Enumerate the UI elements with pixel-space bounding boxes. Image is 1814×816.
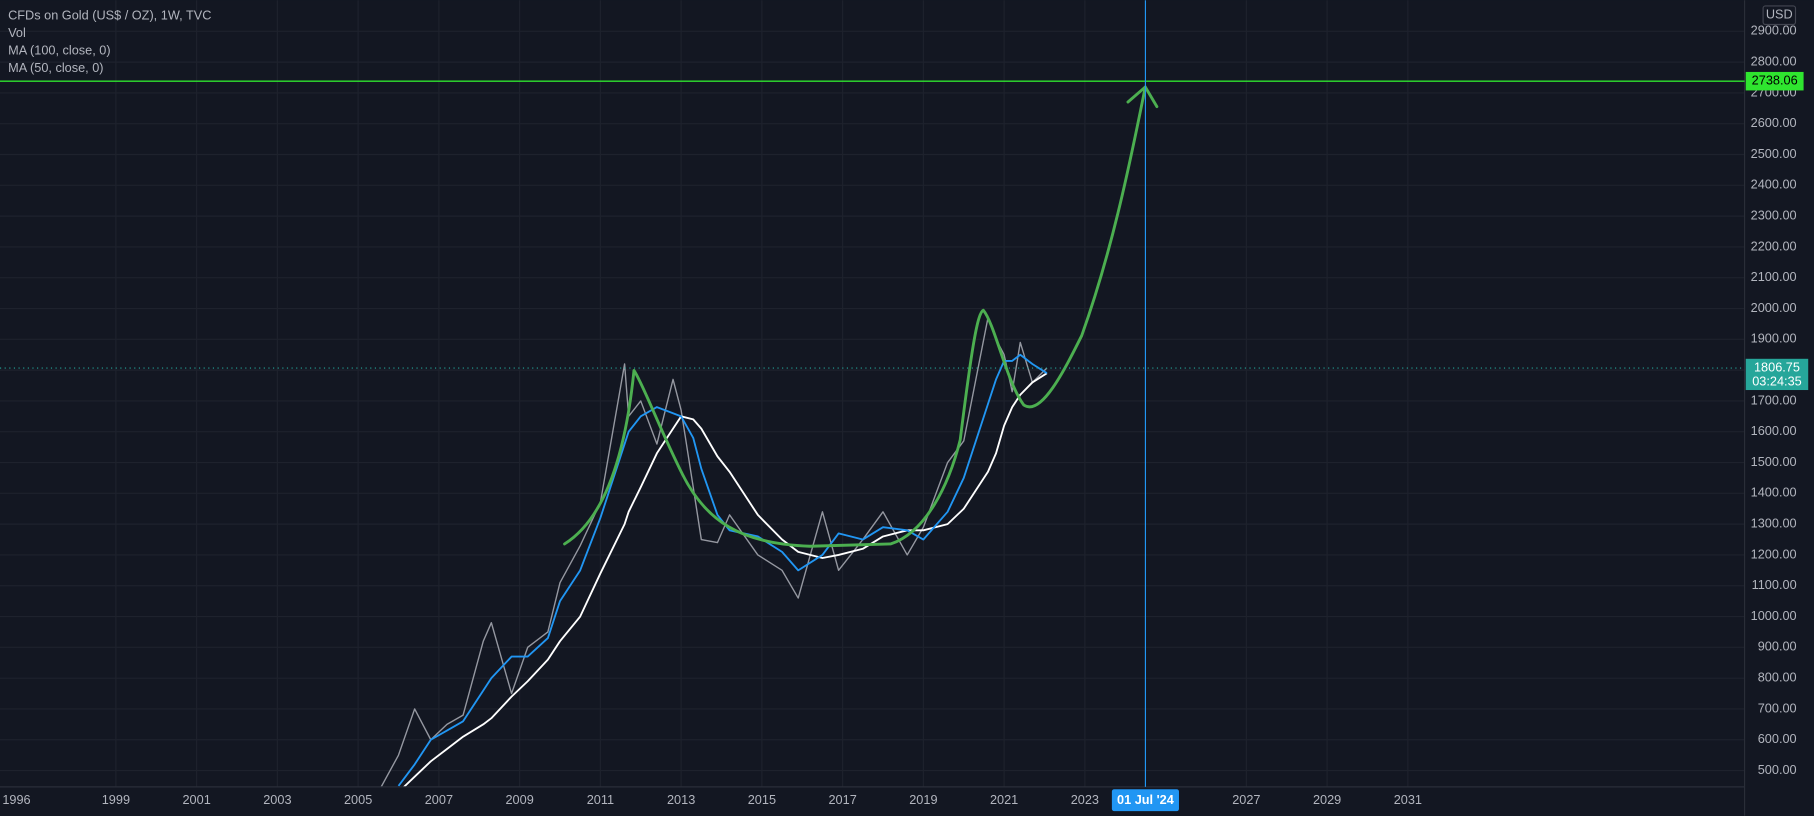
x-tick-label: 1999 xyxy=(102,792,130,807)
y-tick-label: 1100.00 xyxy=(1752,577,1797,592)
y-tick-label: 2300.00 xyxy=(1751,207,1797,222)
last-price-label: 1806.75 xyxy=(1754,359,1800,374)
x-tick-label: 2031 xyxy=(1394,792,1422,807)
crosshair-label: 01 Jul '24 xyxy=(1117,792,1174,807)
y-tick-label: 500.00 xyxy=(1758,762,1797,777)
x-tick-label: 2023 xyxy=(1071,792,1099,807)
x-tick-label: 2013 xyxy=(667,792,695,807)
target-label: 2738.06 xyxy=(1752,73,1798,88)
y-tick-label: 600.00 xyxy=(1758,731,1797,746)
target-box xyxy=(1745,71,1804,91)
y-tick-label: 2100.00 xyxy=(1751,269,1797,284)
y-tick-label: 1400.00 xyxy=(1751,485,1797,500)
y-tick-label: 900.00 xyxy=(1758,639,1797,654)
vol-label: Vol xyxy=(8,25,26,40)
x-tick-label: 2007 xyxy=(425,792,453,807)
plot-area xyxy=(380,317,1048,787)
y-tick-label: 1600.00 xyxy=(1751,423,1797,438)
chart-title: CFDs on Gold (US$ / OZ), 1W, TVC xyxy=(8,8,211,23)
x-tick-label: 2027 xyxy=(1232,792,1260,807)
unit-label: USD xyxy=(1766,7,1793,22)
grid xyxy=(0,0,1745,787)
y-tick-label: 2600.00 xyxy=(1751,115,1797,130)
y-tick-label: 1900.00 xyxy=(1751,331,1797,346)
y-tick-label: 800.00 xyxy=(1758,670,1797,685)
legend-entry: MA (100, close, 0) xyxy=(8,42,111,57)
y-tick-label: 1700.00 xyxy=(1751,392,1797,407)
x-tick-label: 2009 xyxy=(505,792,533,807)
ma-line xyxy=(402,372,1048,787)
price-line xyxy=(380,317,1048,787)
y-tick-label: 700.00 xyxy=(1758,700,1797,715)
unit-box xyxy=(1762,5,1797,26)
x-tick-label: 2021 xyxy=(990,792,1018,807)
legend-entry: MA (50, close, 0) xyxy=(8,60,103,75)
last-price-box xyxy=(1745,358,1809,391)
y-tick-label: 2900.00 xyxy=(1751,23,1797,38)
crosshair-box xyxy=(1111,789,1179,812)
x-tick-label: 2029 xyxy=(1313,792,1341,807)
y-tick-label: 1200.00 xyxy=(1751,546,1797,561)
countdown-label: 03:24:35 xyxy=(1752,373,1802,388)
ma-line xyxy=(397,353,1048,787)
x-tick-label: 2001 xyxy=(182,792,210,807)
y-tick-label: 2000.00 xyxy=(1751,300,1797,315)
x-tick-label: 2011 xyxy=(587,792,614,807)
y-tick-label: 2200.00 xyxy=(1751,238,1797,253)
y-tick-label: 2800.00 xyxy=(1751,53,1797,68)
x-tick-label: 2019 xyxy=(909,792,937,807)
y-tick-label: 2400.00 xyxy=(1751,177,1797,192)
x-tick-label: 2017 xyxy=(828,792,856,807)
y-tick-label: 2500.00 xyxy=(1751,146,1797,161)
x-tick-label: 2005 xyxy=(344,792,372,807)
y-tick-label: 1000.00 xyxy=(1751,608,1797,623)
y-tick-label: 1300.00 xyxy=(1751,515,1797,530)
x-tick-label: 2003 xyxy=(263,792,291,807)
x-tick-label: 2015 xyxy=(748,792,776,807)
y-tick-label: 1500.00 xyxy=(1751,454,1797,469)
x-tick-label: 1996 xyxy=(2,792,30,807)
